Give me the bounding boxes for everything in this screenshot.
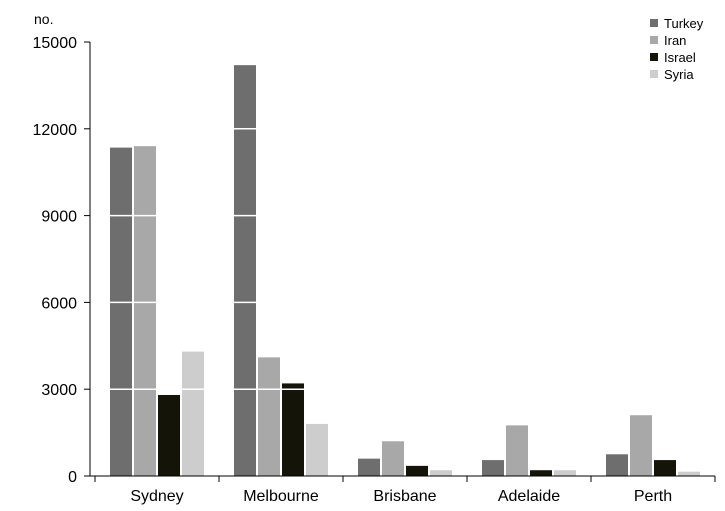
bar-iran-melbourne <box>258 357 280 476</box>
y-axis-unit-label: no. <box>34 11 53 27</box>
x-category-label: Sydney <box>130 488 183 505</box>
bar-iran-brisbane <box>382 441 404 476</box>
bar-turkey-sydney <box>110 147 132 476</box>
x-category-label: Perth <box>634 488 672 505</box>
bar-israel-brisbane <box>406 465 428 476</box>
x-axis: Sydney Melbourne Brisbane Adelaide Perth <box>90 475 716 505</box>
bar-iran-sydney <box>134 146 156 476</box>
bar-syria-sydney <box>182 351 204 476</box>
legend-label: Israel <box>664 50 696 65</box>
legend-label: Syria <box>664 67 694 82</box>
bar-syria-melbourne <box>306 423 328 476</box>
bar-syria-brisbane <box>430 470 452 476</box>
x-category-label: Brisbane <box>373 488 436 505</box>
bar-israel-sydney <box>158 394 180 476</box>
bar-iran-perth <box>630 415 652 476</box>
y-tick-label: 9000 <box>41 209 77 226</box>
bar-turkey-melbourne <box>234 65 256 476</box>
bar-syria-perth <box>678 471 700 476</box>
legend-swatch <box>650 53 658 61</box>
bar-israel-perth <box>654 460 676 476</box>
bar-turkey-perth <box>606 454 628 476</box>
y-axis: 0 3000 6000 9000 12000 15000 <box>33 35 91 486</box>
y-tick-label: 3000 <box>41 382 77 399</box>
x-category-label: Adelaide <box>498 488 560 505</box>
y-tick-label: 6000 <box>41 295 77 312</box>
legend-swatch <box>650 19 658 27</box>
bar-turkey-adelaide <box>482 460 504 476</box>
bar-israel-adelaide <box>530 470 552 476</box>
legend-label: Iran <box>664 33 686 48</box>
bar-turkey-brisbane <box>358 458 380 476</box>
bars <box>110 65 700 476</box>
legend-swatch <box>650 70 658 78</box>
y-tick-label: 12000 <box>33 122 78 139</box>
y-tick-label: 0 <box>68 469 77 486</box>
legend: Turkey Iran Israel Syria <box>650 16 704 82</box>
x-category-label: Melbourne <box>243 488 319 505</box>
legend-swatch <box>650 36 658 44</box>
bar-israel-melbourne <box>282 383 304 476</box>
bar-syria-adelaide <box>554 470 576 476</box>
legend-label: Turkey <box>664 16 704 31</box>
gridlines <box>95 41 715 390</box>
y-tick-label: 15000 <box>33 35 78 52</box>
bar-iran-adelaide <box>506 425 528 476</box>
